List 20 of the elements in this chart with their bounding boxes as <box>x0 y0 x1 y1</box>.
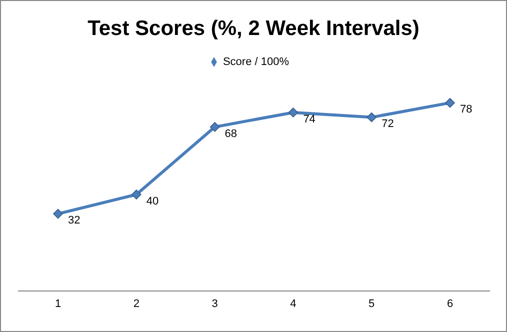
data-label: 72 <box>382 118 394 130</box>
legend-label: Score / 100% <box>222 56 290 68</box>
data-label: 40 <box>146 195 159 208</box>
point <box>132 190 142 200</box>
x-tick-label: 4 <box>290 298 296 310</box>
data-label: 74 <box>303 113 316 126</box>
point <box>210 122 220 132</box>
chart-title: Test Scores (%, 2 Week Intervals) <box>86 17 420 41</box>
x-tick-label: 6 <box>446 298 454 310</box>
x-tick-label: 2 <box>133 298 140 310</box>
x-tick-label: 1 <box>54 298 62 310</box>
data-label: 32 <box>68 214 80 227</box>
point <box>366 112 376 122</box>
data-label: 68 <box>224 128 238 140</box>
point <box>445 98 455 108</box>
data-label: 78 <box>460 104 472 116</box>
point <box>288 108 298 118</box>
point <box>53 208 63 219</box>
x-tick-label: 3 <box>212 298 218 310</box>
x-tick-label: 5 <box>368 298 375 310</box>
